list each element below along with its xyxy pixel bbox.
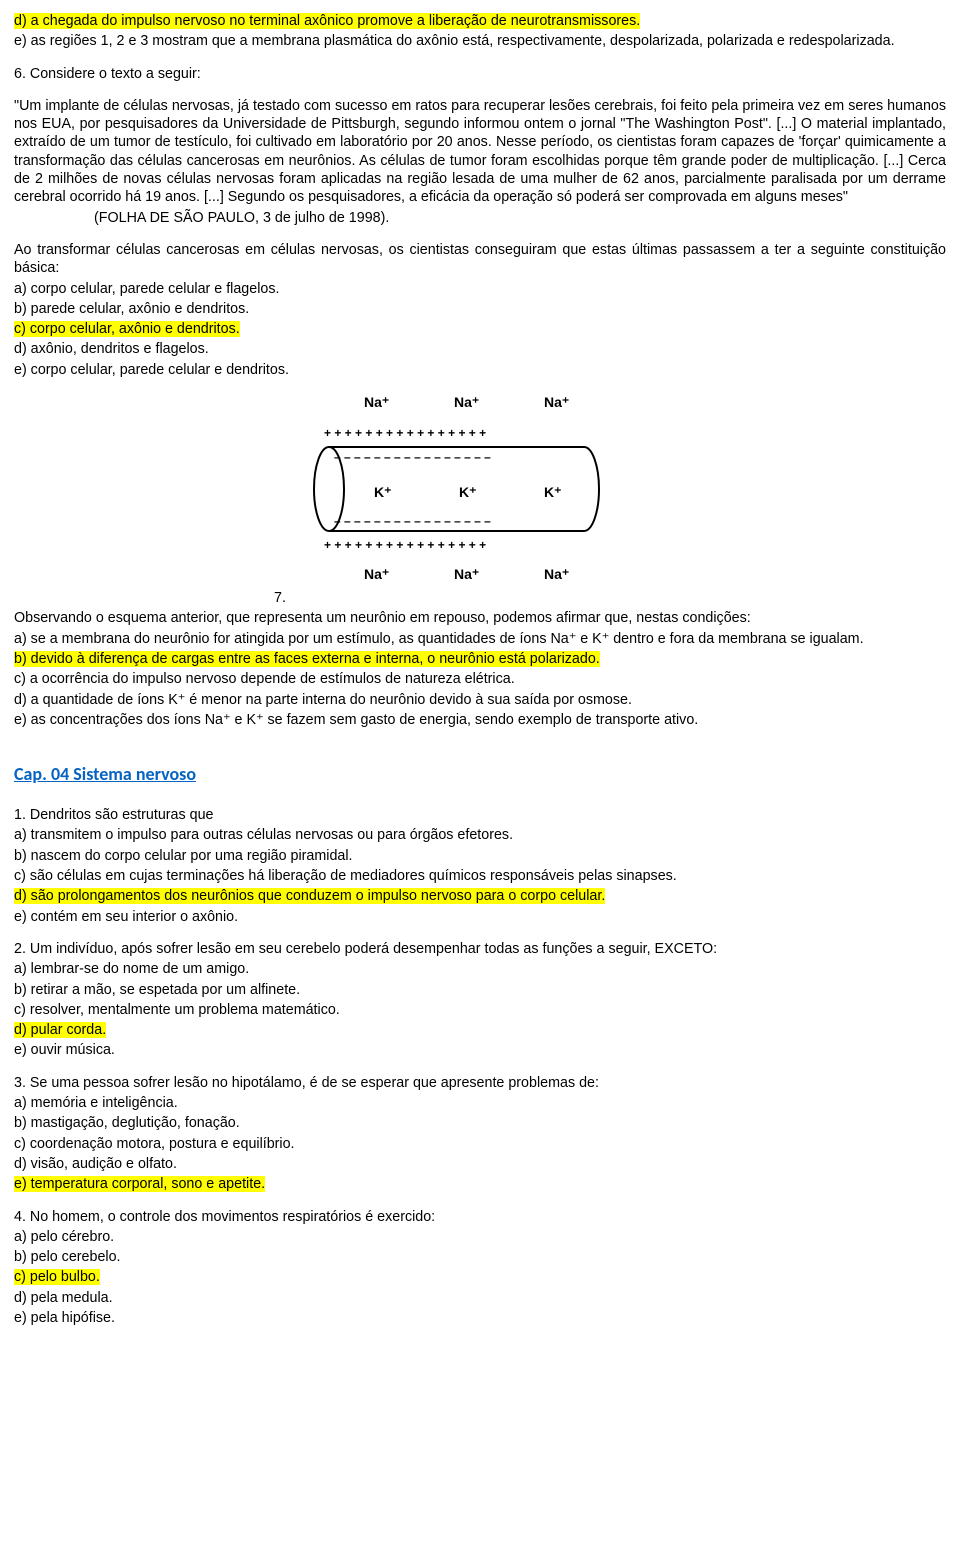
q5-d-text: d) a chegada do impulso nervoso no termi…: [14, 13, 640, 29]
na-label-top-3: Na⁺: [544, 394, 569, 410]
dash-row-bottom: – – – – – – – – – – – – – – – –: [334, 514, 491, 528]
c4q2-opt-a: a) lembrar-se do nome de um amigo.: [14, 960, 946, 978]
k-label-3: K⁺: [544, 484, 562, 500]
c4q2-opt-c: c) resolver, mentalmente um problema mat…: [14, 1001, 946, 1019]
q7-opt-a: a) se a membrana do neurônio for atingid…: [14, 630, 946, 648]
na-label-bot-2: Na⁺: [454, 566, 479, 582]
c4q3-e-text: e) temperatura corporal, sono e apetite.: [14, 1176, 265, 1192]
q7-opt-c: c) a ocorrência do impulso nervoso depen…: [14, 670, 946, 688]
plus-row-bottom: + + + + + + + + + + + + + + + +: [324, 538, 486, 552]
c4q4-opt-d: d) pela medula.: [14, 1289, 946, 1307]
c4q4-opt-e: e) pela hipófise.: [14, 1309, 946, 1327]
c4q4-opt-a: a) pelo cérebro.: [14, 1228, 946, 1246]
plus-row-top: + + + + + + + + + + + + + + + +: [324, 426, 486, 440]
q6-opt-c: c) corpo celular, axônio e dendritos.: [14, 320, 946, 338]
dash-row-top: – – – – – – – – – – – – – – – –: [334, 450, 491, 464]
na-label-top-2: Na⁺: [454, 394, 479, 410]
c4q3-opt-e: e) temperatura corporal, sono e apetite.: [14, 1175, 946, 1193]
q6-number: 6. Considere o texto a seguir:: [14, 65, 946, 83]
k-label-1: K⁺: [374, 484, 392, 500]
neuron-diagram: Na⁺ Na⁺ Na⁺ + + + + + + + + + + + + + + …: [274, 389, 634, 589]
q6-c-text: c) corpo celular, axônio e dendritos.: [14, 321, 240, 337]
q6-lead: Ao transformar células cancerosas em cél…: [14, 241, 946, 278]
c4q1-opt-d: d) são prolongamentos dos neurônios que …: [14, 887, 946, 905]
c4q4-opt-b: b) pelo cerebelo.: [14, 1248, 946, 1266]
q6-opt-b: b) parede celular, axônio e dendritos.: [14, 300, 946, 318]
c4q3-opt-b: b) mastigação, deglutição, fonação.: [14, 1114, 946, 1132]
c4q3-opt-d: d) visão, audição e olfato.: [14, 1155, 946, 1173]
c4q4-c-text: c) pelo bulbo.: [14, 1269, 100, 1285]
c4q1-stem: 1. Dendritos são estruturas que: [14, 806, 946, 824]
q7-opt-d: d) a quantidade de íons K⁺ é menor na pa…: [14, 691, 946, 709]
na-label-top-1: Na⁺: [364, 394, 389, 410]
c4q2-opt-b: b) retirar a mão, se espetada por um alf…: [14, 981, 946, 999]
q6-opt-e: e) corpo celular, parede celular e dendr…: [14, 361, 946, 379]
q7-opt-b: b) devido à diferença de cargas entre as…: [14, 650, 946, 668]
q6-opt-a: a) corpo celular, parede celular e flage…: [14, 280, 946, 298]
c4q4-opt-c: c) pelo bulbo.: [14, 1268, 946, 1286]
q5-opt-e: e) as regiões 1, 2 e 3 mostram que a mem…: [14, 32, 946, 50]
q7-opt-e: e) as concentrações dos íons Na⁺ e K⁺ se…: [14, 711, 946, 729]
c4q4-stem: 4. No homem, o controle dos movimentos r…: [14, 1208, 946, 1226]
c4q3-opt-c: c) coordenação motora, postura e equilíb…: [14, 1135, 946, 1153]
c4q2-opt-e: e) ouvir música.: [14, 1041, 946, 1059]
c4q1-opt-e: e) contém em seu interior o axônio.: [14, 908, 946, 926]
c4q2-d-text: d) pular corda.: [14, 1022, 106, 1038]
q7-num-line: 7.: [14, 589, 946, 607]
c4q1-opt-a: a) transmitem o impulso para outras célu…: [14, 826, 946, 844]
na-label-bot-1: Na⁺: [364, 566, 389, 582]
c4q3-opt-a: a) memória e inteligência.: [14, 1094, 946, 1112]
c4q1-d-text: d) são prolongamentos dos neurônios que …: [14, 888, 605, 904]
q6-opt-d: d) axônio, dendritos e flagelos.: [14, 340, 946, 358]
q7-b-text: b) devido à diferença de cargas entre as…: [14, 651, 600, 667]
q7-stem: Observando o esquema anterior, que repre…: [14, 609, 946, 627]
c4q2-stem: 2. Um indivíduo, após sofrer lesão em se…: [14, 940, 946, 958]
q5-opt-d: d) a chegada do impulso nervoso no termi…: [14, 12, 946, 30]
cap4-title: Cap. 04 Sistema nervoso: [14, 763, 946, 786]
na-label-bot-3: Na⁺: [544, 566, 569, 582]
q7-number: 7.: [14, 589, 286, 607]
neuron-diagram-container: Na⁺ Na⁺ Na⁺ + + + + + + + + + + + + + + …: [14, 389, 946, 589]
k-label-2: K⁺: [459, 484, 477, 500]
q6-paragraph: "Um implante de células nervosas, já tes…: [14, 97, 946, 207]
c4q1-opt-b: b) nascem do corpo celular por uma regiã…: [14, 847, 946, 865]
c4q1-opt-c: c) são células em cujas terminações há l…: [14, 867, 946, 885]
c4q2-opt-d: d) pular corda.: [14, 1021, 946, 1039]
q6-reference: (FOLHA DE SÃO PAULO, 3 de julho de 1998)…: [14, 209, 946, 227]
c4q3-stem: 3. Se uma pessoa sofrer lesão no hipotál…: [14, 1074, 946, 1092]
